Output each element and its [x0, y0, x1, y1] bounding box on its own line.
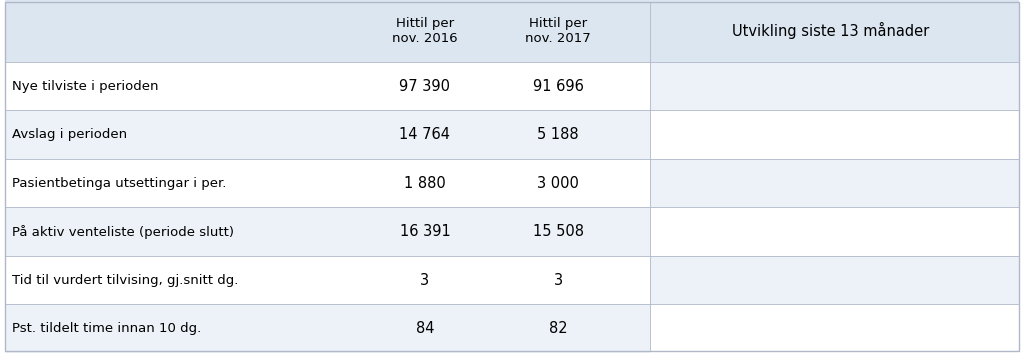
Text: 3: 3	[554, 273, 562, 288]
Text: 3 000: 3 000	[538, 176, 579, 191]
Text: 15 508: 15 508	[532, 224, 584, 239]
Text: Avslag i perioden: Avslag i perioden	[12, 128, 127, 141]
Text: 5 188: 5 188	[538, 127, 579, 142]
Text: 14 764: 14 764	[399, 127, 451, 142]
Text: 97 390: 97 390	[399, 79, 451, 94]
Text: 91 696: 91 696	[532, 79, 584, 94]
Text: Utvikling siste 13 månader: Utvikling siste 13 månader	[732, 22, 929, 40]
Text: Pst. tildelt time innan 10 dg.: Pst. tildelt time innan 10 dg.	[12, 322, 202, 335]
Text: 16 391: 16 391	[399, 224, 451, 239]
Text: 1 880: 1 880	[404, 176, 445, 191]
Text: 84: 84	[416, 321, 434, 336]
Text: Hittil per
nov. 2016: Hittil per nov. 2016	[392, 17, 458, 45]
Text: Hittil per
nov. 2017: Hittil per nov. 2017	[525, 17, 591, 45]
Text: På aktiv venteliste (periode slutt): På aktiv venteliste (periode slutt)	[12, 225, 234, 239]
Text: Tid til vurdert tilvising, gj.snitt dg.: Tid til vurdert tilvising, gj.snitt dg.	[12, 274, 239, 287]
Text: 3: 3	[421, 273, 429, 288]
Text: 82: 82	[549, 321, 567, 336]
Text: Pasientbetinga utsettingar i per.: Pasientbetinga utsettingar i per.	[12, 176, 226, 190]
Text: Nye tilviste i perioden: Nye tilviste i perioden	[12, 79, 159, 92]
